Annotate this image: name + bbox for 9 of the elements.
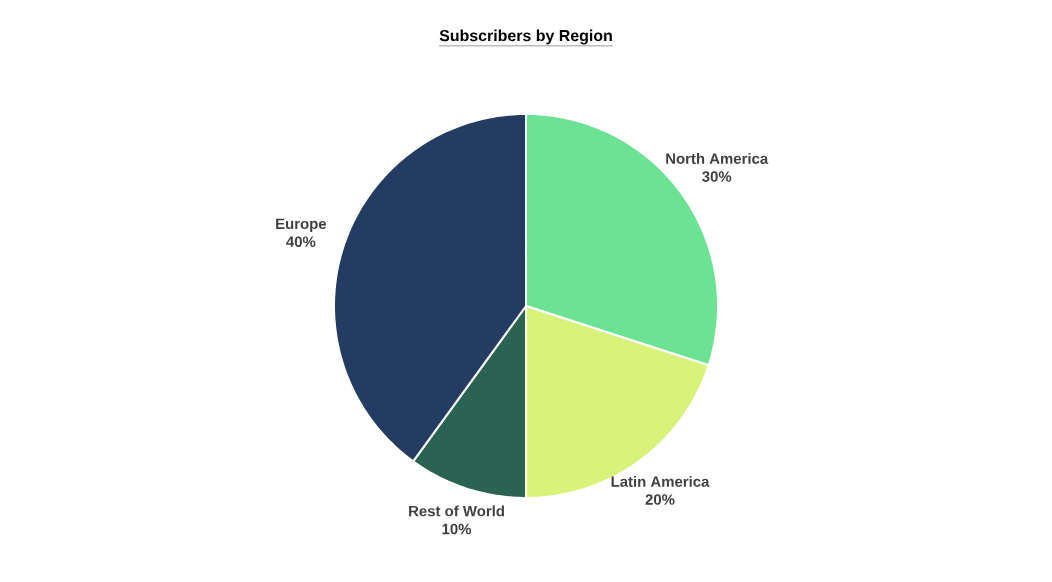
slice-label: Europe <box>276 218 327 233</box>
chart-title: Subscribers by Region <box>439 29 612 45</box>
data-label: 40% <box>286 236 316 247</box>
data-label: 30% <box>702 171 732 182</box>
data-label: 10% <box>442 523 472 535</box>
data-label: 20% <box>645 494 675 505</box>
slice-label: Latin America <box>611 475 710 487</box>
slice-label: North America <box>666 152 769 164</box>
slice-label: Rest of World <box>409 505 504 517</box>
